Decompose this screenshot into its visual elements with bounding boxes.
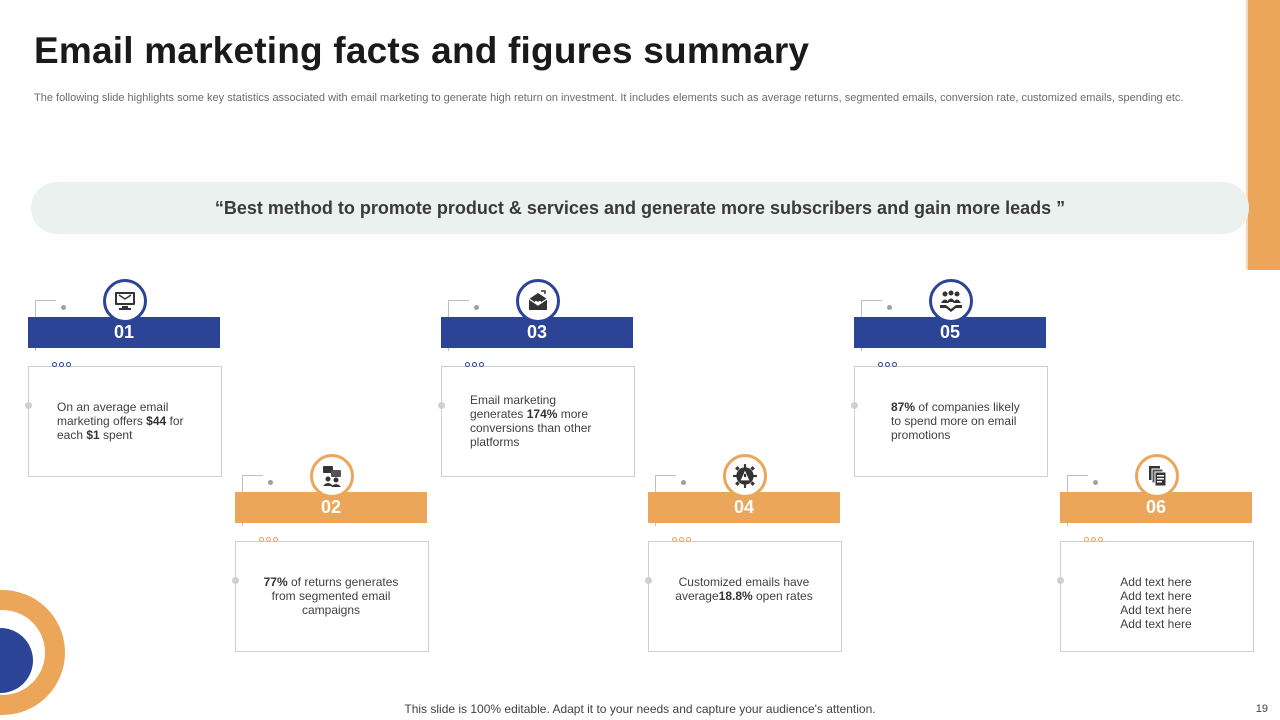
dots-decoration bbox=[672, 537, 691, 542]
fact-card-03: Email marketing generates 174% more conv… bbox=[438, 279, 641, 497]
card-content-box: Email marketing generates 174% more conv… bbox=[438, 366, 635, 477]
slide-subtitle: The following slide highlights some key … bbox=[34, 92, 1184, 104]
team-chat-icon bbox=[310, 454, 354, 498]
card-text: On an average email marketing offers $44… bbox=[57, 400, 184, 442]
gear-icon bbox=[723, 454, 767, 498]
dots-decoration bbox=[259, 537, 278, 542]
dots-decoration bbox=[52, 362, 71, 367]
footer-note: This slide is 100% editable. Adapt it to… bbox=[404, 702, 876, 716]
card-text: 87% of companies likely to spend more on… bbox=[891, 400, 1020, 442]
fact-card-04: Customized emails have average18.8% open… bbox=[645, 454, 848, 672]
quote-banner: “Best method to promote product & servic… bbox=[31, 182, 1249, 234]
page-number: 19 bbox=[1255, 703, 1268, 715]
card-content-box: Customized emails have average18.8% open… bbox=[645, 541, 842, 652]
card-content-box: 87% of companies likely to spend more on… bbox=[851, 366, 1048, 477]
dots-decoration bbox=[1084, 537, 1103, 542]
card-number-band: 03 bbox=[441, 317, 633, 348]
fact-card-06: Add text here Add text here Add text here A… bbox=[1057, 454, 1260, 672]
dots-decoration bbox=[878, 362, 897, 367]
documents-icon bbox=[1135, 454, 1179, 498]
slide-title: Email marketing facts and figures summar… bbox=[34, 30, 810, 71]
computer-email-icon bbox=[103, 279, 147, 323]
fact-card-01: On an average email marketing offers $44… bbox=[25, 279, 228, 497]
card-text: Add text here Add text here Add text here A… bbox=[1120, 575, 1192, 631]
card-text: 77% of returns generates from segmented … bbox=[263, 575, 399, 617]
quote-text: “Best method to promote product & servic… bbox=[214, 197, 1066, 218]
fact-card-05: 87% of companies likely to spend more on… bbox=[851, 279, 1054, 497]
card-content-box: On an average email marketing offers $44… bbox=[25, 366, 222, 477]
handshake-group-icon bbox=[929, 279, 973, 323]
card-content-box: Add text here Add text here Add text here A… bbox=[1057, 541, 1254, 652]
accent-bar bbox=[1246, 0, 1280, 270]
fact-card-02: 77% of returns generates from segmented … bbox=[232, 454, 435, 672]
envelope-heart-icon bbox=[516, 279, 560, 323]
card-text: Customized emails have average18.8% open… bbox=[675, 575, 813, 603]
dots-decoration bbox=[465, 362, 484, 367]
card-content-box: 77% of returns generates from segmented … bbox=[232, 541, 429, 652]
card-text: Email marketing generates 174% more conv… bbox=[470, 393, 592, 449]
card-number-band: 06 bbox=[1060, 492, 1252, 523]
